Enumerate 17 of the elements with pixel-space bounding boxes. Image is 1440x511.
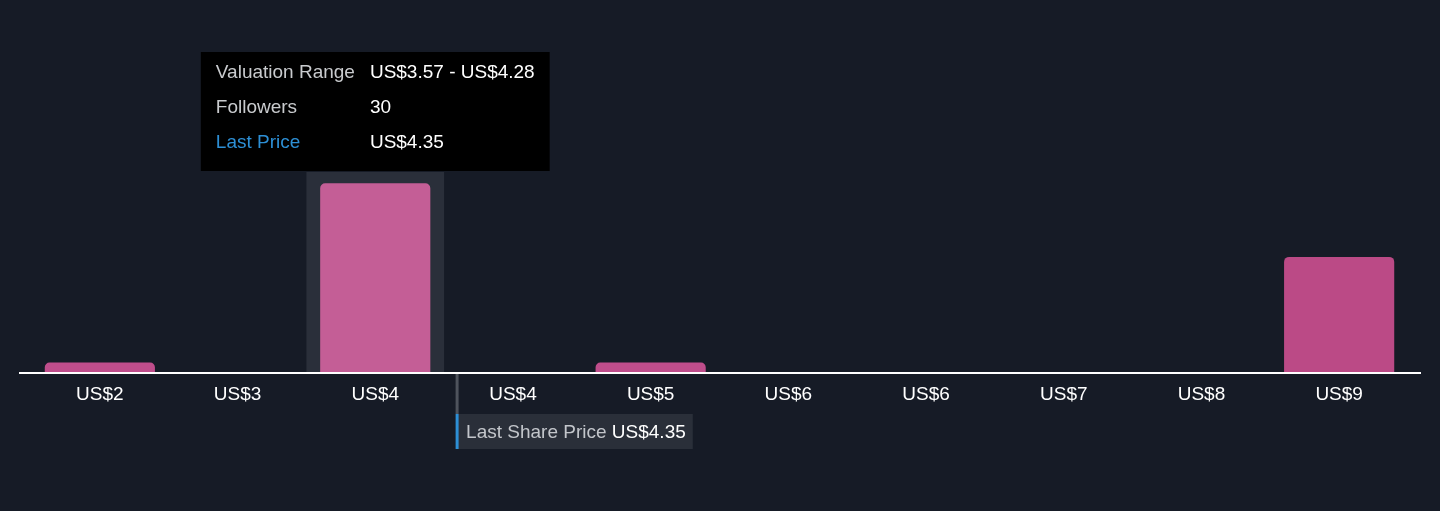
x-tick-label: US$4 xyxy=(351,382,400,404)
x-tick-label: US$7 xyxy=(1039,382,1088,404)
x-tick-label: US$6 xyxy=(902,382,950,404)
x-tick-label: US$2 xyxy=(76,382,124,404)
text: US$4.35 xyxy=(369,131,444,153)
text: 30 xyxy=(369,96,392,118)
text: Last Share Price US$4.35 xyxy=(466,420,686,442)
x-tick-label: US$4 xyxy=(489,382,538,404)
x-tick-label: US$3 xyxy=(213,382,262,404)
text: Valuation Range xyxy=(215,61,355,83)
x-tick-label: US$5 xyxy=(626,382,675,404)
text: Followers xyxy=(215,96,298,118)
x-tick-label: US$9 xyxy=(1315,382,1363,404)
x-tick-label: US$8 xyxy=(1177,382,1226,404)
text: Last Price xyxy=(215,131,301,153)
text: US$3.57 - US$4.28 xyxy=(369,61,535,83)
x-tick-label: US$6 xyxy=(764,382,813,404)
